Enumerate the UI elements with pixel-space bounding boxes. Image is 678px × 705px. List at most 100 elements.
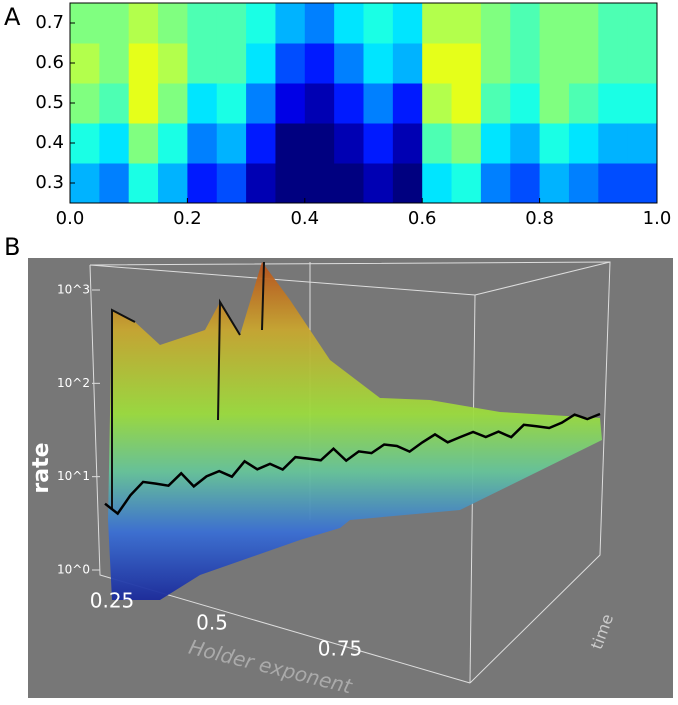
heatmap-cell: [539, 3, 570, 44]
x-tick-label: 1.0: [643, 208, 672, 229]
heatmap-cell: [480, 123, 511, 164]
x-tick-label: 0.0: [56, 208, 85, 229]
heatmap-cell: [480, 3, 511, 44]
x-tick-label: 0.6: [408, 208, 437, 229]
surface-edge: [261, 261, 265, 331]
x-tick-label: 0.8: [525, 208, 554, 229]
panel-label: B: [4, 233, 20, 261]
heatmap-cell: [539, 163, 570, 204]
box-edge: [89, 264, 476, 296]
heatmap-cell: [334, 163, 364, 204]
heatmap-cell: [363, 3, 394, 44]
heatmap-cell: [598, 43, 629, 84]
heatmap-cell: [158, 83, 188, 124]
heatmap-cell: [568, 43, 599, 84]
heatmap-cell: [334, 83, 364, 124]
heatmap-cell: [451, 83, 482, 124]
x-tick-label: 0.5: [196, 611, 228, 635]
heatmap-cell: [510, 83, 541, 124]
y-tick-label: 0.5: [35, 92, 64, 113]
heatmap-cell: [363, 163, 394, 204]
heatmap-cell: [539, 83, 570, 124]
surface: [108, 262, 602, 600]
heatmap-cell: [246, 123, 276, 164]
heatmap-cell: [422, 123, 453, 164]
heatmap-cell: [275, 123, 306, 164]
heatmap-cell: [363, 83, 394, 124]
heatmap-cell: [510, 43, 541, 84]
heatmap-cell: [568, 83, 599, 124]
heatmap-cell: [128, 43, 159, 84]
surface-edges: [111, 261, 265, 510]
heatmap-cell: [422, 3, 453, 44]
x-tick-label: 0.2: [173, 208, 202, 229]
heatmap-cell: [334, 43, 364, 84]
y-tick-label: 0.6: [35, 52, 64, 73]
heatmap-cell: [304, 163, 335, 204]
z-tick-label: 10^1: [57, 469, 90, 483]
heatmap-cell: [422, 43, 453, 84]
heatmap-cell: [246, 3, 276, 44]
heatmap-cell: [363, 123, 394, 164]
heatmap-cell: [275, 83, 306, 124]
heatmap-cell: [304, 43, 335, 84]
surface-edge: [111, 308, 136, 510]
surface-edge: [217, 298, 241, 421]
heatmap-cell: [158, 163, 188, 204]
heatmap-cell: [392, 163, 423, 204]
heatmap-cell: [451, 123, 482, 164]
heatmap-cell: [158, 123, 188, 164]
heatmap-cell: [187, 3, 218, 44]
heatmap-cell: [334, 3, 364, 44]
heatmap-cell: [392, 123, 423, 164]
heatmap-cell: [627, 163, 658, 204]
x-tick-label: 0.4: [290, 208, 319, 229]
x-tick-label: 0.25: [90, 589, 135, 613]
heatmap-cell: [510, 3, 541, 44]
heatmap-cell: [304, 3, 335, 44]
heatmap-cell: [128, 163, 159, 204]
heatmap-cell: [598, 123, 629, 164]
box-edge: [89, 264, 471, 684]
heatmap-cell: [128, 123, 159, 164]
heatmap-cell: [246, 43, 276, 84]
heatmap-cell: [392, 3, 423, 44]
heatmap-cell: [392, 83, 423, 124]
heatmap-cell: [158, 3, 188, 44]
heatmap-cell: [598, 163, 629, 204]
panel-label: A: [4, 3, 21, 31]
heatmap-cell: [158, 43, 188, 84]
heatmap-cell: [216, 123, 247, 164]
z-tick-label: 10^0: [57, 563, 90, 577]
heatmap-cell: [451, 163, 482, 204]
axes-box: [89, 261, 611, 684]
heatmap-cell: [539, 43, 570, 84]
heatmap-panel: 0.0 0.2 0.4 0.6 0.8 1.0 0.3 0.4 0.5 0.6 0.7: [35, 2, 672, 229]
heatmap-cell: [627, 123, 658, 164]
heatmap-cell: [363, 43, 394, 84]
heatmap-cell: [627, 3, 658, 44]
heatmap-cell: [392, 43, 423, 84]
heatmap-cell: [187, 163, 218, 204]
heatmap-cell: [216, 43, 247, 84]
heatmap-cell: [568, 3, 599, 44]
heatmap-cell: [99, 43, 130, 84]
heatmap-cell: [275, 43, 306, 84]
heatmap-cell: [187, 83, 218, 124]
heatmap-cell: [128, 3, 159, 44]
heatmap-cell: [480, 163, 511, 204]
heatmap-cell: [246, 163, 276, 204]
heatmap-cell: [480, 43, 511, 84]
heatmap-cell: [422, 163, 453, 204]
heatmap-cell: [510, 163, 541, 204]
heatmap-cell: [128, 83, 159, 124]
heatmap-cell: [304, 83, 335, 124]
heatmap-cell: [99, 123, 130, 164]
heatmap-cell: [480, 83, 511, 124]
heatmap-cell: [451, 43, 482, 84]
heatmap-cell: [598, 3, 629, 44]
heatmap-cell: [627, 83, 658, 124]
y-tick-label: 0.4: [35, 132, 64, 153]
